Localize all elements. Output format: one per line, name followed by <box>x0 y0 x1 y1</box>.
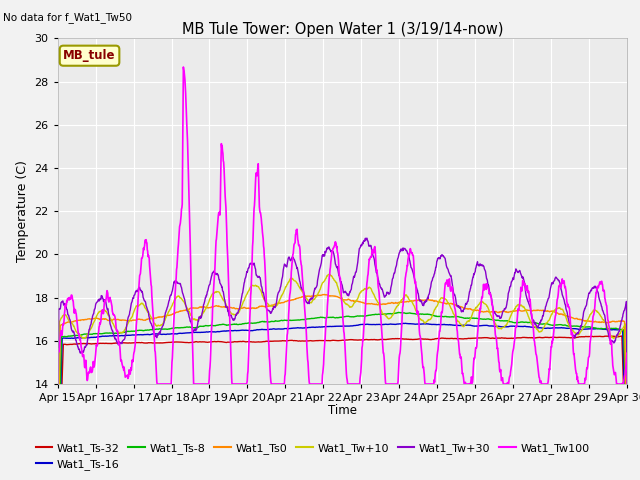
Wat1_Tw100 <box>296 244 303 250</box>
Wat1_Ts-16 <box>296 325 303 331</box>
Wat1_Ts-8 <box>307 316 315 322</box>
Wat1_Ts-32 <box>98 340 106 346</box>
X-axis label: Time: Time <box>328 405 357 418</box>
Wat1_Ts0 <box>321 292 328 298</box>
Wat1_Ts-8 <box>296 317 303 323</box>
Wat1_Tw100 <box>378 334 386 339</box>
Line: Wat1_Ts-32: Wat1_Ts-32 <box>58 336 627 480</box>
Wat1_Ts-32 <box>307 338 315 344</box>
Wat1_Tw+30 <box>296 276 303 281</box>
Wat1_Ts-16 <box>402 321 410 326</box>
Line: Wat1_Ts-16: Wat1_Ts-16 <box>58 324 627 480</box>
Wat1_Tw100 <box>308 381 316 387</box>
Line: Wat1_Tw+10: Wat1_Tw+10 <box>58 274 627 480</box>
Wat1_Ts-8 <box>378 312 385 317</box>
Wat1_Tw100 <box>318 381 326 387</box>
Text: No data for f_Wat1_Tw50: No data for f_Wat1_Tw50 <box>3 12 132 23</box>
Line: Wat1_Tw+30: Wat1_Tw+30 <box>58 238 627 384</box>
Legend: Wat1_Ts-32, Wat1_Ts-16, Wat1_Ts-8, Wat1_Ts0, Wat1_Tw+10, Wat1_Tw+30, Wat1_Tw100: Wat1_Ts-32, Wat1_Ts-16, Wat1_Ts-8, Wat1_… <box>31 438 594 474</box>
Line: Wat1_Ts-8: Wat1_Ts-8 <box>58 312 627 480</box>
Wat1_Ts0 <box>121 317 129 323</box>
Wat1_Tw+30 <box>307 297 315 302</box>
Wat1_Ts-16 <box>98 334 106 339</box>
Wat1_Ts0 <box>378 301 386 307</box>
Wat1_Ts0 <box>317 292 325 298</box>
Wat1_Ts-32 <box>121 340 129 346</box>
Wat1_Ts0 <box>307 293 315 299</box>
Wat1_Tw+30 <box>317 260 325 266</box>
Wat1_Tw+10 <box>296 284 303 290</box>
Wat1_Ts-8 <box>98 331 106 336</box>
Wat1_Ts0 <box>98 316 106 322</box>
Wat1_Tw+10 <box>307 300 315 306</box>
Wat1_Tw+10 <box>317 283 325 288</box>
Wat1_Tw+10 <box>121 327 129 333</box>
Wat1_Tw+10 <box>623 465 631 471</box>
Wat1_Tw100 <box>121 371 129 376</box>
Wat1_Tw+10 <box>326 271 333 277</box>
Wat1_Ts-32 <box>603 333 611 339</box>
Text: MB_tule: MB_tule <box>63 49 116 62</box>
Wat1_Ts-32 <box>317 338 325 344</box>
Wat1_Tw+10 <box>378 310 386 316</box>
Title: MB Tule Tower: Open Water 1 (3/19/14-now): MB Tule Tower: Open Water 1 (3/19/14-now… <box>182 22 503 37</box>
Wat1_Tw+30 <box>378 286 386 292</box>
Wat1_Tw100 <box>180 64 188 70</box>
Wat1_Ts-16 <box>378 322 385 327</box>
Wat1_Tw+30 <box>54 381 61 387</box>
Wat1_Ts-16 <box>317 324 325 330</box>
Wat1_Ts-32 <box>296 338 303 344</box>
Wat1_Ts-8 <box>121 329 129 335</box>
Line: Wat1_Ts0: Wat1_Ts0 <box>58 295 627 480</box>
Wat1_Ts0 <box>296 295 303 300</box>
Wat1_Tw100 <box>54 381 61 387</box>
Wat1_Ts-32 <box>378 336 385 342</box>
Wat1_Tw100 <box>623 381 631 387</box>
Wat1_Tw100 <box>98 309 106 314</box>
Y-axis label: Temperature (C): Temperature (C) <box>16 160 29 262</box>
Wat1_Ts-8 <box>317 314 325 320</box>
Wat1_Ts-16 <box>307 324 315 330</box>
Wat1_Tw+10 <box>98 308 106 314</box>
Wat1_Tw+30 <box>363 235 371 241</box>
Wat1_Tw+30 <box>623 381 631 387</box>
Wat1_Ts-8 <box>395 310 403 315</box>
Wat1_Tw+30 <box>121 336 129 341</box>
Wat1_Tw+30 <box>98 293 106 299</box>
Wat1_Ts-16 <box>121 333 129 338</box>
Line: Wat1_Tw100: Wat1_Tw100 <box>58 67 627 384</box>
